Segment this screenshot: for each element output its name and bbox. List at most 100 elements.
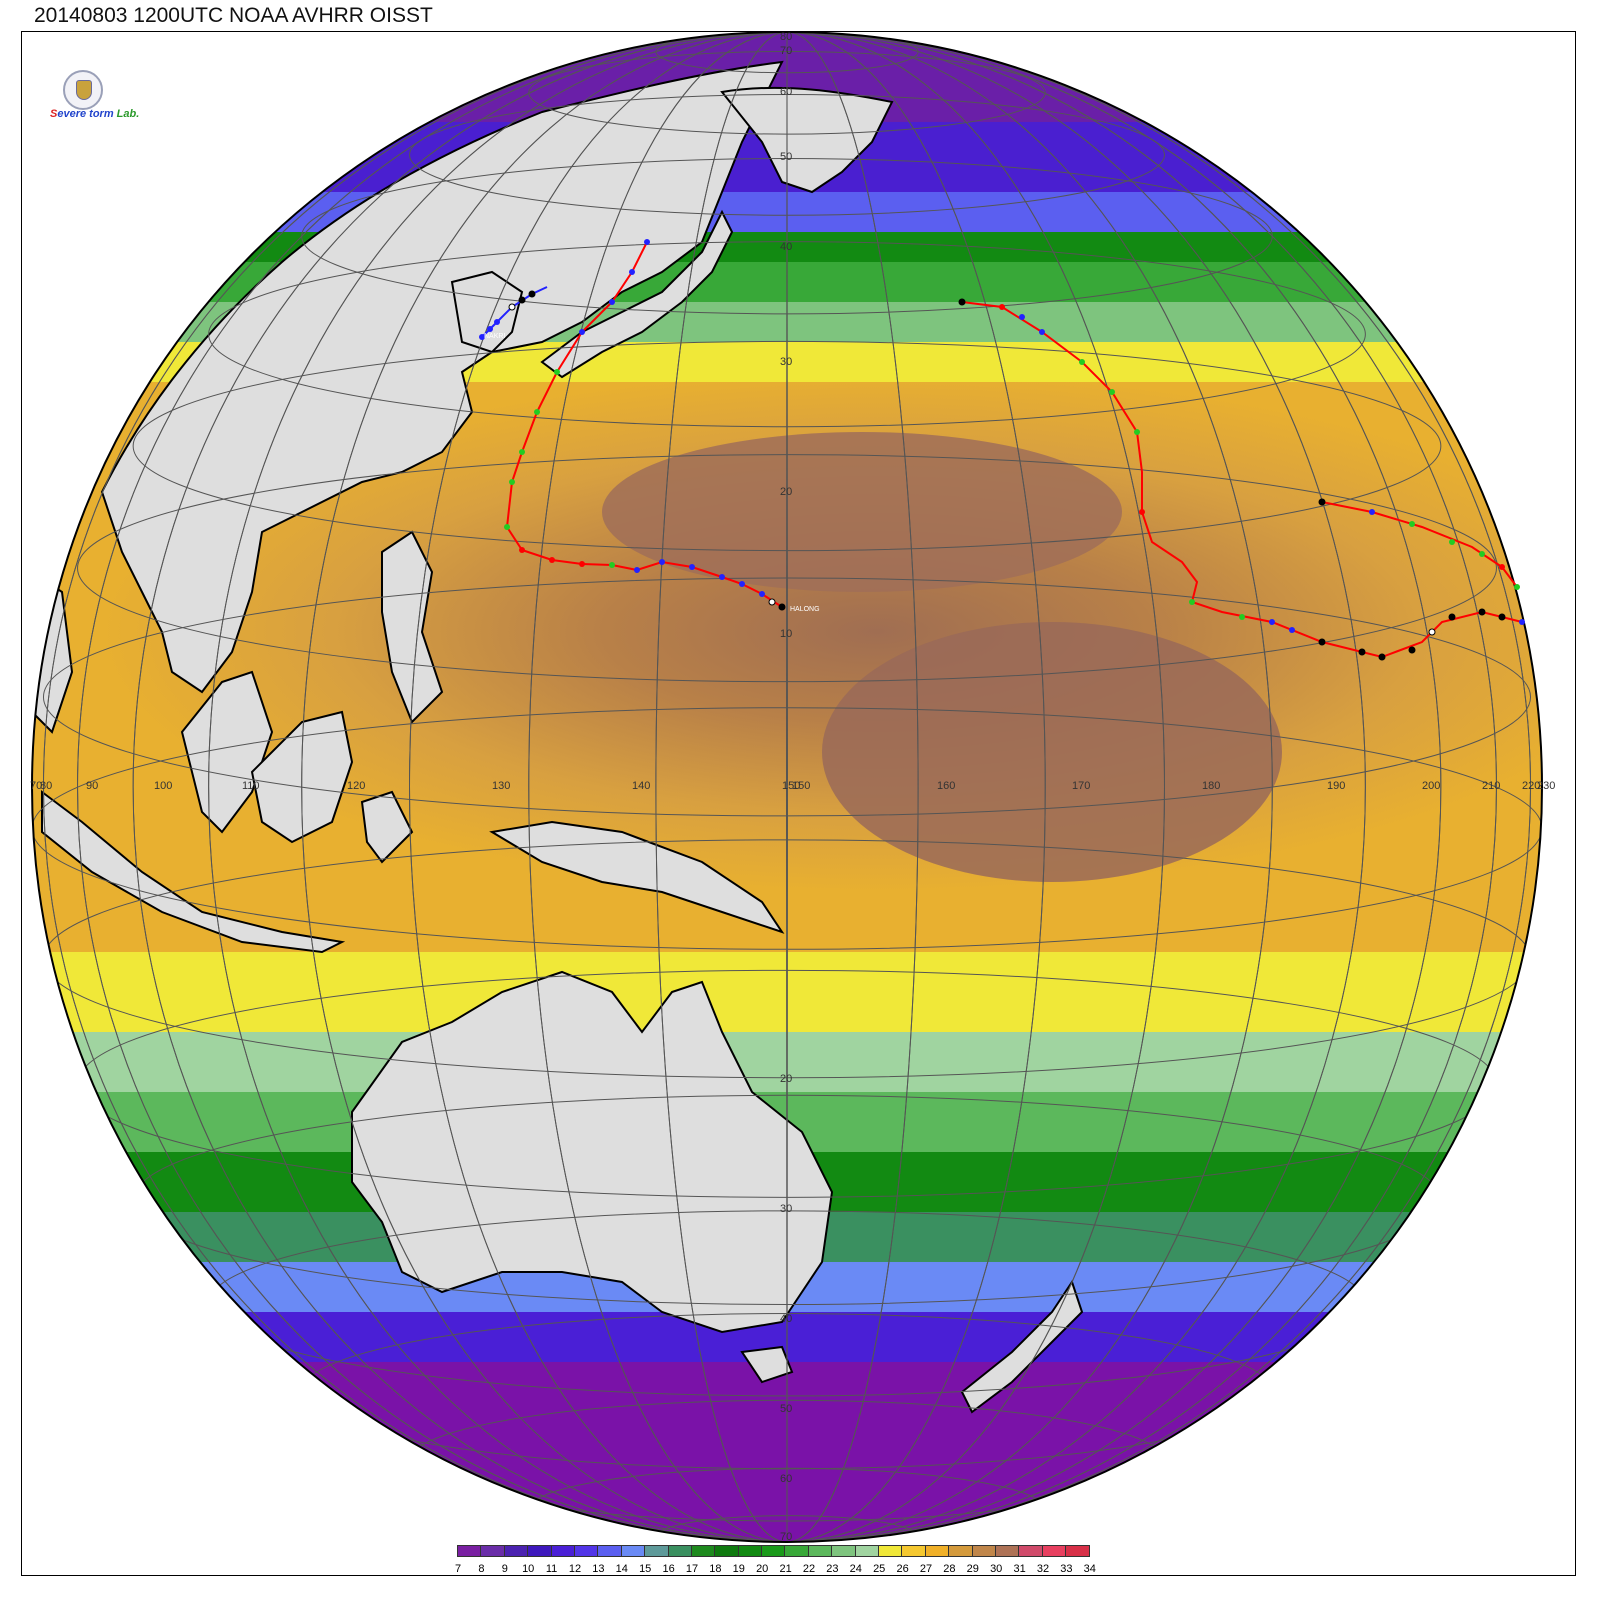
track-point [508,303,516,311]
sst-colorbar [457,1545,1090,1559]
track-point [1189,599,1195,605]
colorbar-label: 11 [545,1563,558,1575]
new-guinea-island [489,820,785,934]
colorbar-swatch [901,1545,926,1557]
colorbar-swatch [480,1545,505,1557]
longitude-line [528,32,1046,1542]
philippines-islands [381,530,444,724]
asia-landmass [100,60,784,694]
colorbar-label: 23 [826,1563,839,1575]
track-point [1449,539,1455,545]
colorbar-swatch [457,1545,482,1557]
track-central-pacific [961,301,1523,659]
track-point [519,547,525,553]
track-point [1079,359,1085,365]
colorbar-swatch [1041,1545,1067,1557]
colorbar-label: 20 [756,1563,769,1575]
colorbar-swatch [690,1545,716,1557]
colorbar-label: 27 [919,1563,933,1575]
ocean-sst-field [32,32,1542,1542]
track-point [1428,628,1436,636]
track-point [768,598,776,606]
longitude-label: 100 [154,780,172,792]
track-point [1318,638,1326,646]
colorbar-label: 7 [454,1563,462,1575]
track-eastern [1321,501,1518,588]
longitude-label: 70 [30,780,42,792]
track-point [1239,614,1245,620]
track-point [487,326,493,332]
longitude-label: 90 [86,780,98,792]
latitude-label: 60 [780,86,792,98]
track-point [494,319,500,325]
japan-islands [540,209,734,379]
colorbar-swatch [667,1545,692,1557]
track-point [999,304,1005,310]
university-seal-icon [63,70,103,110]
longitude-line [409,32,1165,1542]
colorbar-label: 26 [896,1563,909,1575]
colorbar-label: 8 [478,1563,485,1575]
colorbar-swatch [924,1545,950,1557]
longitude-label: 170 [1072,780,1090,792]
track-point [958,298,966,306]
typhoon-label-nakri: NAKRI [484,333,505,340]
colorbar-swatch [573,1545,599,1557]
colorbar-swatch [597,1545,622,1557]
colorbar-swatch [784,1545,809,1557]
track-point [739,581,745,587]
track-point [479,334,485,340]
longitude-label: 180 [1202,780,1220,792]
track-point [1479,551,1485,557]
latitude-label: 20 [780,1073,792,1085]
track-point [759,591,765,597]
latitude-label: 70 [780,1531,792,1543]
longitude-line [208,32,1366,1542]
tasmania-island [740,1345,794,1384]
latitude-label: 60 [780,1473,792,1485]
track-point [719,574,725,580]
latitude-label: 20 [780,486,792,498]
track-point [1289,627,1295,633]
track-point [659,559,665,565]
colorbar-label: 16 [662,1563,675,1575]
longitude-label: 190 [1327,780,1345,792]
colorbar-label: 32 [1036,1563,1050,1575]
typhoon-label-halong: HALONG [790,606,820,613]
colorbar-swatch [831,1545,856,1557]
colorbar-label: 34 [1083,1563,1096,1575]
longitude-label: 120 [347,780,365,792]
colorbar-label: 13 [592,1563,605,1575]
map-frame: 70 80 90 100 110 120 130 140 150 150 160 170 180 190 2… [21,31,1576,1576]
track-point [1134,429,1140,435]
longitude-label: 200 [1422,780,1440,792]
track-point [1499,564,1505,570]
longitude-line [786,32,788,1542]
track-point [1019,314,1025,320]
colorbar-label: 12 [568,1563,582,1575]
colorbar-swatch [620,1545,646,1557]
longitude-line [42,32,1532,1542]
latitude-label: 80 [780,32,792,43]
latitude-label: 30 [780,356,792,368]
track-point [1408,646,1416,654]
landmasses [32,60,1084,1414]
track-point [634,567,640,573]
colorbar-swatch [714,1545,739,1557]
colorbar-label: 10 [522,1563,535,1575]
longitude-line [301,32,1273,1542]
latitude-label: 10 [780,628,792,640]
track-position-markers [479,239,1525,661]
longitude-line [655,32,919,1542]
track-point [1498,613,1506,621]
track-point [534,409,540,415]
colorbar-label: 29 [966,1563,979,1575]
longitude-label: 80 [40,780,52,792]
colorbar-swatch [1065,1545,1090,1557]
track-point [519,449,525,455]
colorbar-label: 22 [802,1563,816,1575]
colorbar-label: 28 [943,1563,956,1575]
longitude-line [77,32,1497,1542]
